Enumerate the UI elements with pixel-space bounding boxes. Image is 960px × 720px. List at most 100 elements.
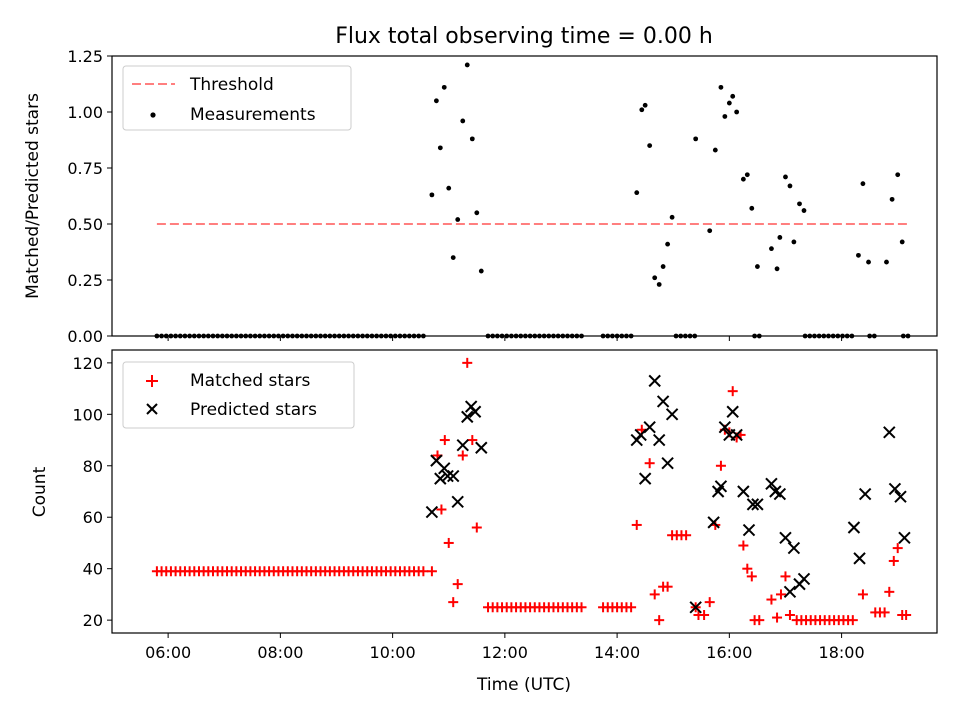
bottom-y-tick-label: 60 [83,508,103,527]
bottom-marks [151,357,912,626]
bottom-x-tick-label: 06:00 [145,643,191,662]
matched-point [699,609,710,620]
predicted-legend-swatch [146,403,158,415]
predicted-point [689,601,702,614]
matched-point [901,609,912,620]
predicted-point [456,438,469,452]
measurement-point [777,235,783,240]
predicted-point [765,477,778,490]
bottom-x-tick-label: 16:00 [706,643,752,662]
bottom-x-ticks: 06:00 08:00 10:00 12:00 14:00 16:00 18:00 [145,633,865,662]
matched-point [631,519,642,530]
predicted-point [783,585,797,599]
predicted-point [883,426,896,439]
bottom-x-tick-label: 10:00 [370,643,416,662]
measurement-point [860,181,866,187]
measurement-point [866,259,871,265]
predicted-point [643,420,656,434]
predicted-point [888,482,902,496]
measurement-point [801,208,807,213]
measurement-point [787,183,793,189]
matched-point [727,386,738,397]
predicted-point [847,521,861,534]
bottom-legend: Matched stars Predicted stars [122,361,355,429]
matched-point [857,589,868,600]
matched-point [879,607,890,618]
top-y-tick-label: 1.25 [67,47,103,66]
matched-point [457,450,468,461]
predicted-point [425,505,439,519]
predicted-point [718,420,732,434]
matched-point [884,586,895,597]
measurement-point [718,84,724,90]
measurement-point [474,210,480,216]
measurements-legend-swatch [150,112,156,118]
measurement-point [639,107,645,113]
measurement-point [660,264,666,269]
predicted-point [441,469,454,483]
predicted-point [638,472,652,485]
predicted-point [475,441,488,454]
matched-point [467,435,478,446]
measurement-point [707,228,713,234]
bottom-y-tick-label: 80 [83,457,103,476]
predicted-point [468,405,482,418]
bottom-y-axis-label: Count [30,466,50,517]
measurement-point [429,192,435,198]
measurement-point [656,282,662,287]
predicted-point [652,433,666,447]
measurement-point [884,259,889,265]
bottom-y-tick-label: 40 [83,560,103,579]
predicted-point [898,531,911,545]
matched-point [644,458,655,469]
predicted-point [714,480,728,493]
predicted-point [751,498,764,511]
predicted-point [447,469,460,483]
measurement-point [437,145,443,151]
measurement-point [455,217,461,222]
matched-point [462,357,473,368]
measurement-point [469,136,475,142]
measurement-point [642,102,648,108]
matched-point [746,571,757,582]
top-y-tick-label: 1.00 [67,103,103,122]
measurement-point [460,118,466,124]
predicted-point [661,456,674,470]
measurement-point [797,201,802,207]
matched-point [662,581,673,592]
bottom-x-tick-label: 08:00 [257,643,303,662]
predicted-point [656,395,670,408]
measurement-point [634,190,640,196]
top-x-ticks [167,336,843,341]
measurement-point [899,239,905,245]
measurement-point [647,143,653,149]
matched-point [649,589,660,600]
matched-legend-label: Matched stars [190,371,310,391]
matched-point [784,609,795,620]
measurement-point [774,266,780,272]
predicted-point [665,408,679,421]
predicted-point [894,490,907,503]
predicted-point [787,541,801,555]
predicted-point [853,552,866,565]
measurement-point [734,109,740,115]
predicted-point [461,410,474,424]
top-axes-frame [111,55,938,337]
top-y-axis-label: Matched/Predicted stars [23,93,43,299]
matched-point [681,530,692,541]
top-y-tick-label: 0.75 [67,159,103,178]
matched-point [576,602,587,613]
measurement-point [730,93,736,99]
measurement-point [652,275,658,281]
predicted-legend-label: Predicted stars [190,400,317,420]
measurement-point [740,176,746,182]
bottom-y-tick-label: 120 [72,354,103,373]
matched-point [742,563,753,574]
matched-point [452,579,463,590]
bottom-axes-frame [111,349,938,634]
measurement-point [433,98,439,104]
measurement-point [749,205,755,211]
predicted-point [742,523,756,537]
predicted-point [773,487,787,501]
